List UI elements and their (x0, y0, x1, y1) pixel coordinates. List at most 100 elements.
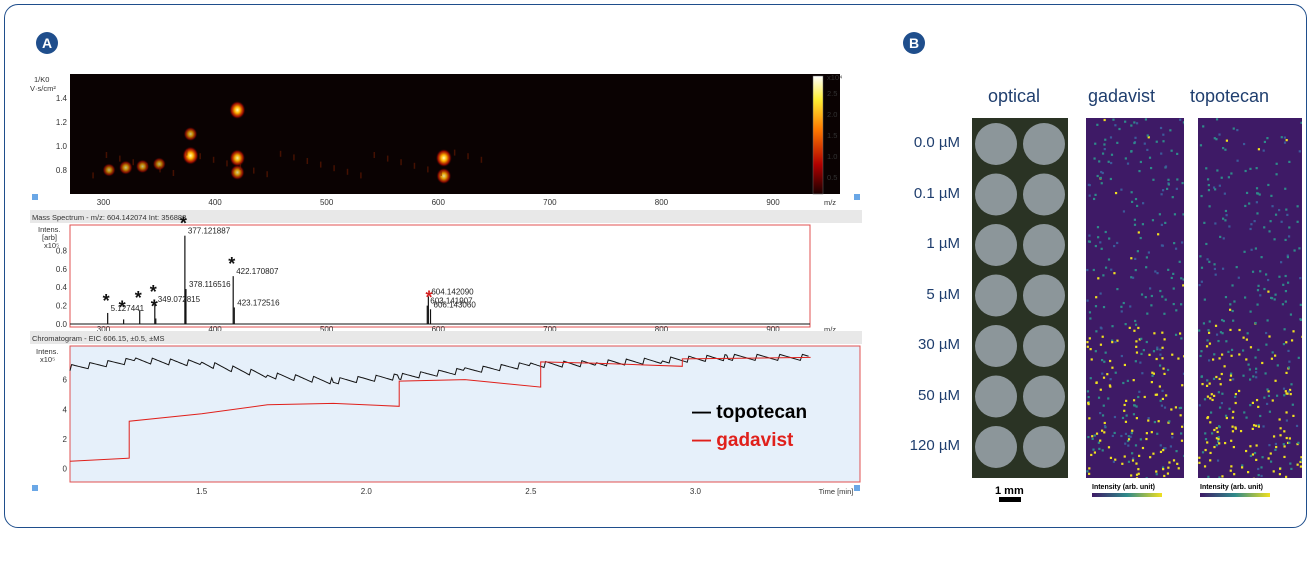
speckle (1140, 161, 1142, 163)
speckle (1249, 368, 1251, 370)
speckle (1149, 456, 1151, 458)
chrom-scroll-left-icon[interactable] (32, 485, 38, 491)
speckle (1163, 373, 1165, 375)
speckle (1140, 237, 1142, 239)
speckle (1206, 385, 1208, 387)
speckle (1160, 451, 1162, 453)
speckle (1286, 392, 1288, 394)
speckle (1140, 353, 1142, 355)
speckle (1280, 427, 1282, 429)
speckle (1241, 464, 1243, 466)
speckle (1162, 449, 1164, 451)
chrom-scroll-right-icon[interactable] (854, 485, 860, 491)
speckle (1266, 388, 1268, 390)
speckle (1298, 247, 1300, 249)
speckle (1151, 295, 1153, 297)
optical-spot (975, 275, 1017, 317)
speckle (1088, 467, 1090, 469)
speckle (1288, 235, 1290, 237)
speckle (1266, 137, 1268, 139)
speckle (1221, 373, 1223, 375)
speckle (1216, 427, 1218, 429)
speckle (1167, 369, 1169, 371)
heat-streak (240, 164, 242, 170)
speckle (1252, 271, 1254, 273)
speckle (1102, 336, 1104, 338)
speckle (1179, 332, 1181, 334)
speckle (1288, 366, 1290, 368)
speckle (1269, 411, 1271, 413)
speckle (1181, 384, 1183, 386)
speckle (1157, 233, 1159, 235)
speckle (1110, 269, 1112, 271)
speckle (1181, 426, 1183, 428)
heat-spot (184, 127, 198, 141)
speckle (1245, 170, 1247, 172)
speckle (1173, 303, 1175, 305)
speckle (1125, 323, 1127, 325)
speckle (1231, 284, 1233, 286)
speckle (1275, 443, 1277, 445)
scroll-left-icon[interactable] (32, 194, 38, 200)
speckle (1217, 459, 1219, 461)
heat-streak (92, 172, 94, 178)
speckle (1098, 442, 1100, 444)
speckle (1223, 237, 1225, 239)
speckle (1163, 313, 1165, 315)
chrom-x-tick: 1.5 (196, 487, 208, 496)
speckle (1177, 357, 1179, 359)
speckle (1200, 195, 1202, 197)
speckle (1088, 417, 1090, 419)
scroll-right-icon[interactable] (854, 194, 860, 200)
optical-spot (1023, 275, 1065, 317)
speckle (1121, 355, 1123, 357)
speckle (1121, 310, 1123, 312)
speckle (1297, 464, 1299, 466)
mobility-x-tick: 600 (432, 198, 446, 207)
speckle (1243, 143, 1245, 145)
speckle (1274, 294, 1276, 296)
speckle (1180, 303, 1182, 305)
speckle (1247, 364, 1249, 366)
mobility-y-tick: 0.8 (56, 166, 68, 175)
heat-streak (199, 153, 201, 159)
mobility-y-tick: 1.0 (56, 142, 68, 151)
heat-streak (414, 163, 416, 169)
speckle (1156, 141, 1158, 143)
speckle (1180, 277, 1182, 279)
speckle (1111, 341, 1113, 343)
speckle (1249, 445, 1251, 447)
speckle (1200, 350, 1202, 352)
speckle (1264, 372, 1266, 374)
chrom-x-tick: 2.5 (525, 487, 537, 496)
speckle (1133, 404, 1135, 406)
speckle (1108, 258, 1110, 260)
speckle (1142, 202, 1144, 204)
speckle (1224, 193, 1226, 195)
speckle (1206, 345, 1208, 347)
speckle (1270, 297, 1272, 299)
speckle (1103, 405, 1105, 407)
mobility-x-tick: 500 (320, 198, 334, 207)
speckle (1284, 137, 1286, 139)
speckle (1097, 277, 1099, 279)
chrom-x-tick: 2.0 (361, 487, 373, 496)
speckle (1107, 397, 1109, 399)
speckle (1201, 383, 1203, 385)
speckle (1135, 462, 1137, 464)
speckle (1204, 299, 1206, 301)
speckle (1276, 395, 1278, 397)
speckle (1099, 412, 1101, 414)
speckle (1288, 226, 1290, 228)
speckle (1268, 395, 1270, 397)
mobility-x-tick: 700 (543, 198, 557, 207)
spectrum-y-tick: 0.4 (56, 283, 68, 292)
speckle (1135, 346, 1137, 348)
speckle (1260, 256, 1262, 258)
speckle (1089, 184, 1091, 186)
speckle (1095, 245, 1097, 247)
speckle (1129, 305, 1131, 307)
speckle (1267, 184, 1269, 186)
speckle (1230, 465, 1232, 467)
